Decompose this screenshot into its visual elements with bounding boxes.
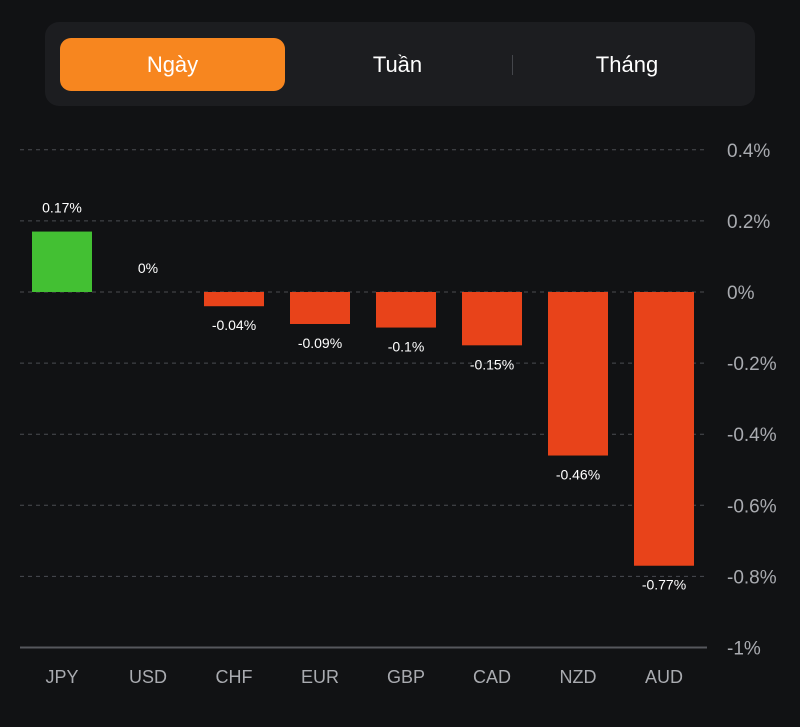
value-label: -0.1% <box>388 339 425 355</box>
bar-nzd <box>548 292 608 456</box>
bar-chf <box>204 292 264 307</box>
x-tick-label: EUR <box>301 667 339 687</box>
y-tick-label: 0% <box>727 283 755 304</box>
value-label: -0.77% <box>642 577 686 593</box>
value-label: -0.09% <box>298 335 342 351</box>
value-label: -0.46% <box>556 467 600 483</box>
bar-cad <box>462 292 522 346</box>
bar-gbp <box>376 292 436 328</box>
value-label: -0.15% <box>470 356 514 372</box>
x-tick-label: USD <box>129 667 167 687</box>
value-label: -0.04% <box>212 317 256 333</box>
x-tick-label: JPY <box>45 667 78 687</box>
tab-day[interactable]: Ngày <box>60 38 285 91</box>
tab-month[interactable]: Tháng <box>595 52 659 77</box>
y-tick-label: -0.4% <box>727 425 777 446</box>
tab-divider <box>512 55 513 75</box>
x-tick-label: NZD <box>560 667 597 687</box>
y-tick-label: 0.4% <box>727 141 770 162</box>
y-tick-label: 0.2% <box>727 212 770 233</box>
y-tick-label: -1% <box>727 639 761 660</box>
period-segmented-control: Ngày Tuần Tháng <box>45 22 755 106</box>
bar-jpy <box>32 231 92 292</box>
bar-eur <box>290 292 350 324</box>
bar-aud <box>634 292 694 566</box>
y-tick-label: -0.8% <box>727 567 777 588</box>
y-tick-label: -0.6% <box>727 496 777 517</box>
x-tick-label: AUD <box>645 667 683 687</box>
tab-week[interactable]: Tuần <box>372 52 423 77</box>
value-label: 0% <box>138 260 158 276</box>
y-tick-label: -0.2% <box>727 354 777 375</box>
x-tick-label: CAD <box>473 667 511 687</box>
value-label: 0.17% <box>42 200 82 216</box>
x-tick-label: GBP <box>387 667 425 687</box>
x-tick-label: CHF <box>216 667 253 687</box>
